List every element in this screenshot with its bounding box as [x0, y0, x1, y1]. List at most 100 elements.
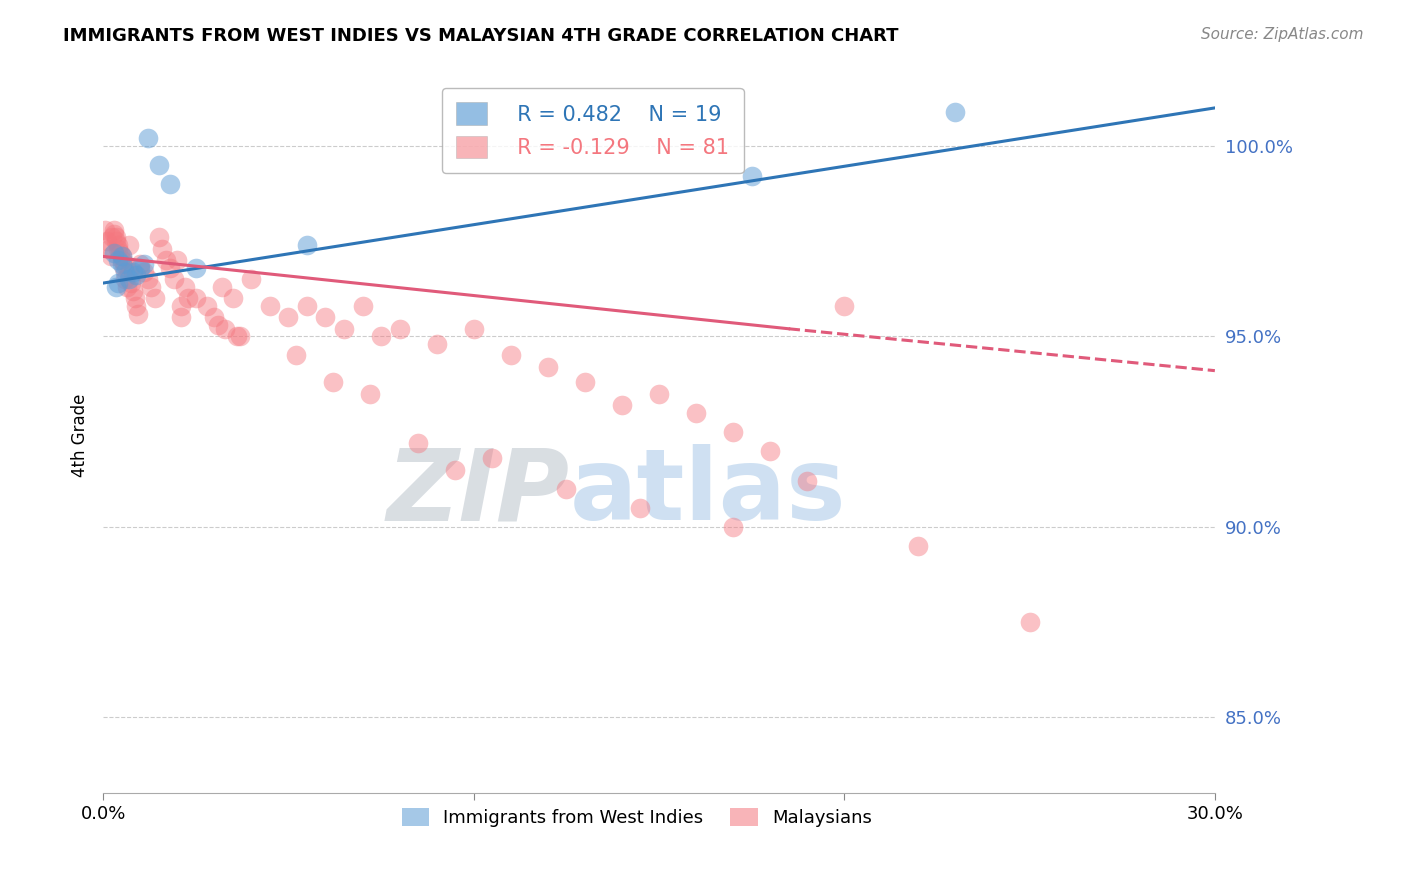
- Point: [108, 245, 131, 260]
- Point: [1018, 615, 1040, 629]
- Point: [537, 359, 560, 374]
- Point: [105, 280, 128, 294]
- Point: [555, 482, 578, 496]
- Point: [148, 230, 170, 244]
- Point: [166, 253, 188, 268]
- Point: [207, 318, 229, 332]
- Point: [170, 299, 193, 313]
- Point: [114, 272, 136, 286]
- Point: [211, 280, 233, 294]
- Point: [100, 249, 122, 263]
- Text: IMMIGRANTS FROM WEST INDIES VS MALAYSIAN 4TH GRADE CORRELATION CHART: IMMIGRANTS FROM WEST INDIES VS MALAYSIAN…: [63, 27, 898, 45]
- Point: [162, 272, 184, 286]
- Point: [124, 291, 146, 305]
- Point: [114, 257, 136, 271]
- Point: [105, 234, 128, 248]
- Text: Source: ZipAtlas.com: Source: ZipAtlas.com: [1201, 27, 1364, 42]
- Point: [359, 386, 381, 401]
- Point: [94, 223, 117, 237]
- Point: [159, 177, 181, 191]
- Point: [103, 245, 125, 260]
- Point: [202, 310, 225, 325]
- Point: [610, 398, 633, 412]
- Point: [259, 299, 281, 313]
- Point: [112, 260, 135, 275]
- Point: [388, 322, 411, 336]
- Point: [499, 348, 522, 362]
- Point: [107, 253, 129, 268]
- Point: [314, 310, 336, 325]
- Point: [111, 249, 134, 263]
- Point: [184, 291, 207, 305]
- Point: [155, 253, 177, 268]
- Point: [406, 436, 429, 450]
- Point: [759, 443, 782, 458]
- Point: [115, 280, 138, 294]
- Point: [173, 280, 195, 294]
- Point: [222, 291, 245, 305]
- Point: [111, 257, 134, 271]
- Point: [118, 238, 141, 252]
- Point: [295, 299, 318, 313]
- Point: [111, 253, 134, 268]
- Point: [129, 257, 152, 271]
- Point: [96, 234, 118, 248]
- Point: [370, 329, 392, 343]
- Point: [907, 539, 929, 553]
- Point: [159, 260, 181, 275]
- Point: [284, 348, 307, 362]
- Point: [741, 169, 763, 184]
- Point: [240, 272, 263, 286]
- Legend: Immigrants from West Indies, Malaysians: Immigrants from West Indies, Malaysians: [395, 801, 879, 834]
- Point: [125, 299, 148, 313]
- Point: [630, 500, 652, 515]
- Point: [101, 230, 124, 244]
- Point: [97, 242, 120, 256]
- Point: [136, 131, 159, 145]
- Point: [721, 520, 744, 534]
- Point: [120, 276, 142, 290]
- Point: [121, 284, 143, 298]
- Point: [444, 463, 467, 477]
- Y-axis label: 4th Grade: 4th Grade: [72, 393, 89, 477]
- Point: [184, 260, 207, 275]
- Text: ZIP: ZIP: [387, 444, 569, 541]
- Point: [214, 322, 236, 336]
- Point: [295, 238, 318, 252]
- Point: [141, 280, 163, 294]
- Point: [107, 242, 129, 256]
- Point: [114, 265, 136, 279]
- Point: [177, 291, 200, 305]
- Point: [322, 375, 344, 389]
- Point: [352, 299, 374, 313]
- Point: [118, 272, 141, 286]
- Point: [945, 104, 967, 119]
- Point: [132, 265, 155, 279]
- Point: [118, 265, 141, 279]
- Point: [105, 230, 128, 244]
- Point: [132, 257, 155, 271]
- Point: [103, 227, 125, 241]
- Point: [129, 260, 152, 275]
- Point: [463, 322, 485, 336]
- Point: [170, 310, 193, 325]
- Point: [426, 337, 449, 351]
- Point: [481, 451, 503, 466]
- Point: [277, 310, 299, 325]
- Point: [832, 299, 855, 313]
- Text: atlas: atlas: [569, 444, 846, 541]
- Point: [107, 238, 129, 252]
- Point: [225, 329, 247, 343]
- Point: [721, 425, 744, 439]
- Point: [685, 405, 707, 419]
- Point: [796, 474, 818, 488]
- Point: [107, 276, 129, 290]
- Point: [111, 249, 134, 263]
- Point: [574, 375, 596, 389]
- Point: [152, 242, 174, 256]
- Point: [127, 306, 149, 320]
- Point: [121, 265, 143, 279]
- Point: [136, 272, 159, 286]
- Point: [103, 223, 125, 237]
- Point: [333, 322, 356, 336]
